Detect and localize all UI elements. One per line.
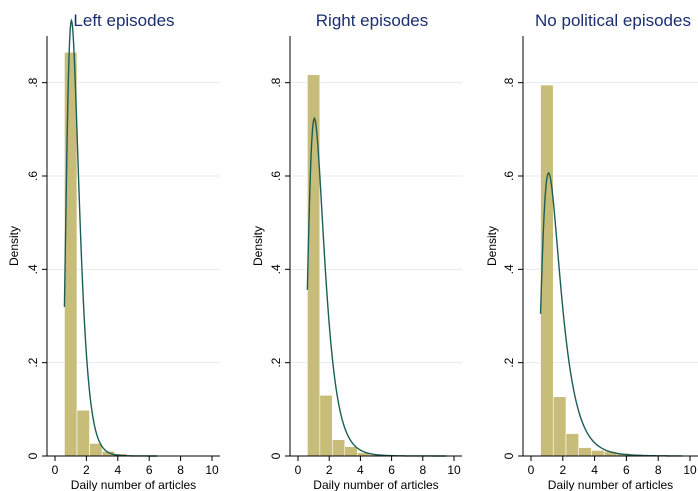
panel-title: No political episodes [535, 11, 691, 30]
y-tick-label: .8 [26, 77, 40, 87]
x-tick-label: 6 [146, 463, 153, 477]
y-tick-label: .8 [269, 77, 283, 87]
x-tick-label: 10 [447, 463, 461, 477]
panel-1: Left episodes 0 .2 .4 .6 .8 0 2 4 6 8 10 Daily numbe… [7, 11, 220, 491]
y-tick-label: .4 [502, 264, 516, 274]
y-tick-label: 0 [26, 452, 40, 459]
x-axis-label: Daily number of articles [548, 478, 673, 491]
x-tick-label: 8 [655, 463, 662, 477]
y-tick-label: .8 [502, 77, 516, 87]
x-tick-label: 10 [683, 463, 697, 477]
panel-2: Right episodes 0 .2 .4 .6 .8 0 2 4 6 8 10 Daily numb… [251, 11, 462, 491]
y-axis-label: Density [7, 226, 21, 266]
y-tick-label: .2 [26, 357, 40, 367]
histogram-bar [319, 395, 333, 457]
histogram-bar [578, 447, 592, 457]
x-tick-label: 0 [528, 463, 535, 477]
y-tick-label: .6 [502, 171, 516, 181]
x-axis-label: Daily number of articles [313, 478, 438, 491]
panel-3: No political episodes 0 .2 .4 .6 .8 0 2 4 6 8 10 Dai… [485, 11, 698, 491]
x-tick-label: 4 [114, 463, 121, 477]
histogram-bar [307, 74, 321, 457]
panel-title: Right episodes [316, 11, 428, 30]
histogram-bar [332, 439, 346, 457]
x-tick-label: 2 [83, 463, 90, 477]
x-tick-label: 8 [419, 463, 426, 477]
y-tick-label: .2 [269, 357, 283, 367]
y-tick-label: .6 [26, 171, 40, 181]
y-tick-label: .2 [502, 357, 516, 367]
y-tick-label: 0 [269, 452, 283, 459]
density-curve [63, 18, 158, 457]
histogram-bar [89, 443, 103, 457]
histogram-bar [552, 396, 567, 457]
x-tick-label: 2 [326, 463, 333, 477]
y-tick-label: .6 [269, 171, 283, 181]
x-tick-label: 8 [177, 463, 184, 477]
x-tick-label: 0 [52, 463, 59, 477]
histogram-bar [344, 446, 358, 457]
histogram-bar [591, 450, 605, 457]
x-tick-label: 4 [591, 463, 598, 477]
panel-title: Left episodes [73, 11, 174, 30]
y-tick-label: .4 [269, 264, 283, 274]
x-axis-label: Daily number of articles [71, 478, 196, 491]
histogram-bar [76, 409, 90, 457]
histogram-bar [64, 52, 78, 457]
y-axis-label: Density [485, 226, 499, 266]
x-tick-label: 4 [357, 463, 364, 477]
y-tick-label: .4 [26, 264, 40, 274]
x-tick-label: 10 [205, 463, 219, 477]
y-tick-label: 0 [502, 452, 516, 459]
x-tick-label: 6 [623, 463, 630, 477]
histogram-bar [565, 433, 579, 457]
x-tick-label: 0 [295, 463, 302, 477]
x-tick-label: 2 [559, 463, 566, 477]
x-tick-label: 6 [388, 463, 395, 477]
y-axis-label: Density [251, 226, 265, 266]
